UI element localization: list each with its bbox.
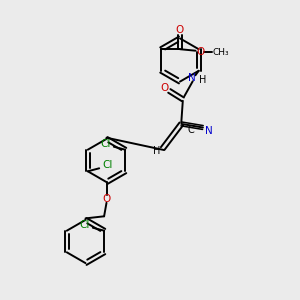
Text: O: O (160, 83, 168, 93)
Text: C: C (188, 125, 195, 135)
Text: Cl: Cl (79, 220, 90, 230)
Text: N: N (205, 126, 213, 136)
Text: O: O (196, 47, 205, 57)
Text: N: N (188, 73, 196, 83)
Text: H: H (199, 75, 206, 85)
Text: O: O (102, 194, 111, 204)
Text: O: O (176, 25, 184, 35)
Text: Cl: Cl (100, 139, 111, 149)
Text: H: H (153, 146, 160, 156)
Text: Cl: Cl (102, 160, 113, 170)
Text: CH₃: CH₃ (212, 48, 229, 57)
